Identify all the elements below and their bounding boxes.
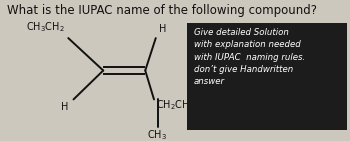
Text: CH$_3$CH$_2$: CH$_3$CH$_2$ — [26, 20, 65, 34]
Text: What is the IUPAC name of the following compound?: What is the IUPAC name of the following … — [7, 4, 317, 17]
Text: Give detailed Solution
with explanation needed
with IUPAC  naming rules.
don’t g: Give detailed Solution with explanation … — [194, 28, 305, 86]
Text: CH$_3$: CH$_3$ — [147, 128, 168, 141]
Text: H: H — [159, 24, 167, 34]
Text: H: H — [61, 102, 68, 112]
Text: CH$_2$CHCH$_3$: CH$_2$CHCH$_3$ — [156, 99, 209, 113]
FancyBboxPatch shape — [187, 23, 346, 130]
